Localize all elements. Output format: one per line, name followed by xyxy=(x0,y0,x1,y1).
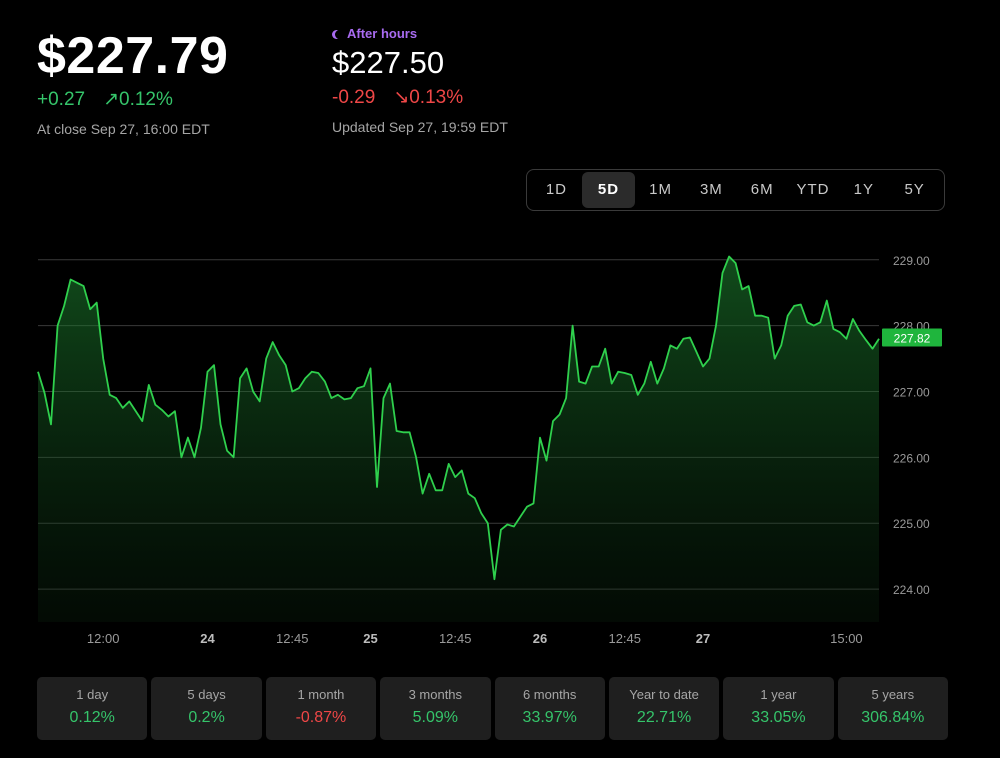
range-button-ytd[interactable]: YTD xyxy=(796,181,830,198)
stat-tile: 5 days 0.2% xyxy=(151,677,262,740)
x-tick-label: 15:00 xyxy=(830,631,863,646)
stat-label: 1 day xyxy=(76,687,109,702)
stat-value: 0.2% xyxy=(188,709,225,726)
stat-label: 5 days xyxy=(187,687,226,702)
after-hours-change-pct: ↘0.13% xyxy=(393,87,464,108)
stat-tile: Year to date 22.71% xyxy=(608,677,720,740)
after-hours-change-row: -0.29 ↘0.13% xyxy=(332,86,508,109)
stat-label: Year to date xyxy=(629,687,699,702)
current-price-badge-label: 227.82 xyxy=(894,331,931,345)
y-tick-label: 224.00 xyxy=(893,583,930,597)
y-tick-label: 226.00 xyxy=(893,451,930,465)
stat-tile: 6 months 33.97% xyxy=(494,677,605,740)
range-button-1y[interactable]: 1Y xyxy=(853,181,874,198)
close-change: +0.27 xyxy=(37,89,86,110)
stat-tile: 3 months 5.09% xyxy=(380,677,491,740)
performance-stats: 1 day 0.12% 5 days 0.2% 1 month -0.87% 3 month… xyxy=(37,677,948,740)
x-tick-label: 12:45 xyxy=(439,631,472,646)
x-tick-label: 12:45 xyxy=(276,631,309,646)
x-tick-label: 27 xyxy=(696,631,710,646)
moon-icon xyxy=(335,30,344,39)
stat-value: 22.71% xyxy=(636,709,692,726)
current-price-badge xyxy=(882,328,942,347)
stat-label: 1 month xyxy=(297,687,345,702)
close-quote: $227.79 +0.27 ↗0.12% At close Sep 27, 16:… xyxy=(37,28,228,137)
after-hours-change: -0.29 xyxy=(332,87,376,108)
price-area xyxy=(38,256,879,622)
range-button-3m[interactable]: 3M xyxy=(699,181,723,198)
stat-tile: 1 month -0.87% xyxy=(265,677,377,740)
close-change-pct: ↗0.12% xyxy=(103,89,173,110)
close-price: $227.79 xyxy=(37,27,229,85)
stat-tile: 5 years 306.84% xyxy=(837,677,948,740)
x-tick-label: 26 xyxy=(533,631,547,646)
stat-value: -0.87% xyxy=(295,709,347,726)
x-tick-label: 12:00 xyxy=(87,631,120,646)
after-hours-label-text: After hours xyxy=(347,26,418,41)
x-tick-label: 24 xyxy=(200,631,215,646)
range-button-5y[interactable]: 5Y xyxy=(904,181,925,198)
stat-label: 5 years xyxy=(871,687,915,702)
y-tick-label: 227.00 xyxy=(893,385,930,399)
close-change-row: +0.27 ↗0.12% xyxy=(37,88,228,111)
range-button-6m[interactable]: 6M xyxy=(750,181,774,198)
stat-value: 5.09% xyxy=(412,709,458,726)
stat-value: 33.05% xyxy=(751,709,806,726)
stat-tile: 1 year 33.05% xyxy=(723,677,834,740)
stat-value: 33.97% xyxy=(522,709,577,726)
stat-value: 306.84% xyxy=(861,709,925,726)
range-selector: 1D 5D 1M 3M 6M YTD 1Y 5Y xyxy=(526,169,945,211)
stat-tile: 1 day 0.12% xyxy=(37,677,148,740)
after-hours-timestamp: Updated Sep 27, 19:59 EDT xyxy=(332,119,508,135)
stat-label: 3 months xyxy=(408,687,463,702)
x-tick-label: 25 xyxy=(363,631,377,646)
y-tick-label: 229.00 xyxy=(893,254,930,268)
range-button-1m[interactable]: 1M xyxy=(649,181,672,198)
price-chart: 229.00228.00227.00226.00225.00224.00227.… xyxy=(37,254,942,646)
y-tick-label: 225.00 xyxy=(893,517,930,531)
range-button-1d[interactable]: 1D xyxy=(545,181,567,198)
after-hours-label: After hours xyxy=(332,26,417,41)
stat-value: 0.12% xyxy=(69,709,115,726)
after-hours-quote: After hours $227.50 -0.29 ↘0.13% Updated … xyxy=(332,26,508,135)
range-button-5d[interactable]: 5D xyxy=(581,172,636,208)
price-line xyxy=(37,255,880,581)
after-hours-price: $227.50 xyxy=(332,45,445,80)
stat-label: 6 months xyxy=(522,687,577,702)
stat-label: 1 year xyxy=(760,687,797,702)
x-tick-label: 12:45 xyxy=(608,631,641,646)
close-timestamp: At close Sep 27, 16:00 EDT xyxy=(37,121,210,137)
